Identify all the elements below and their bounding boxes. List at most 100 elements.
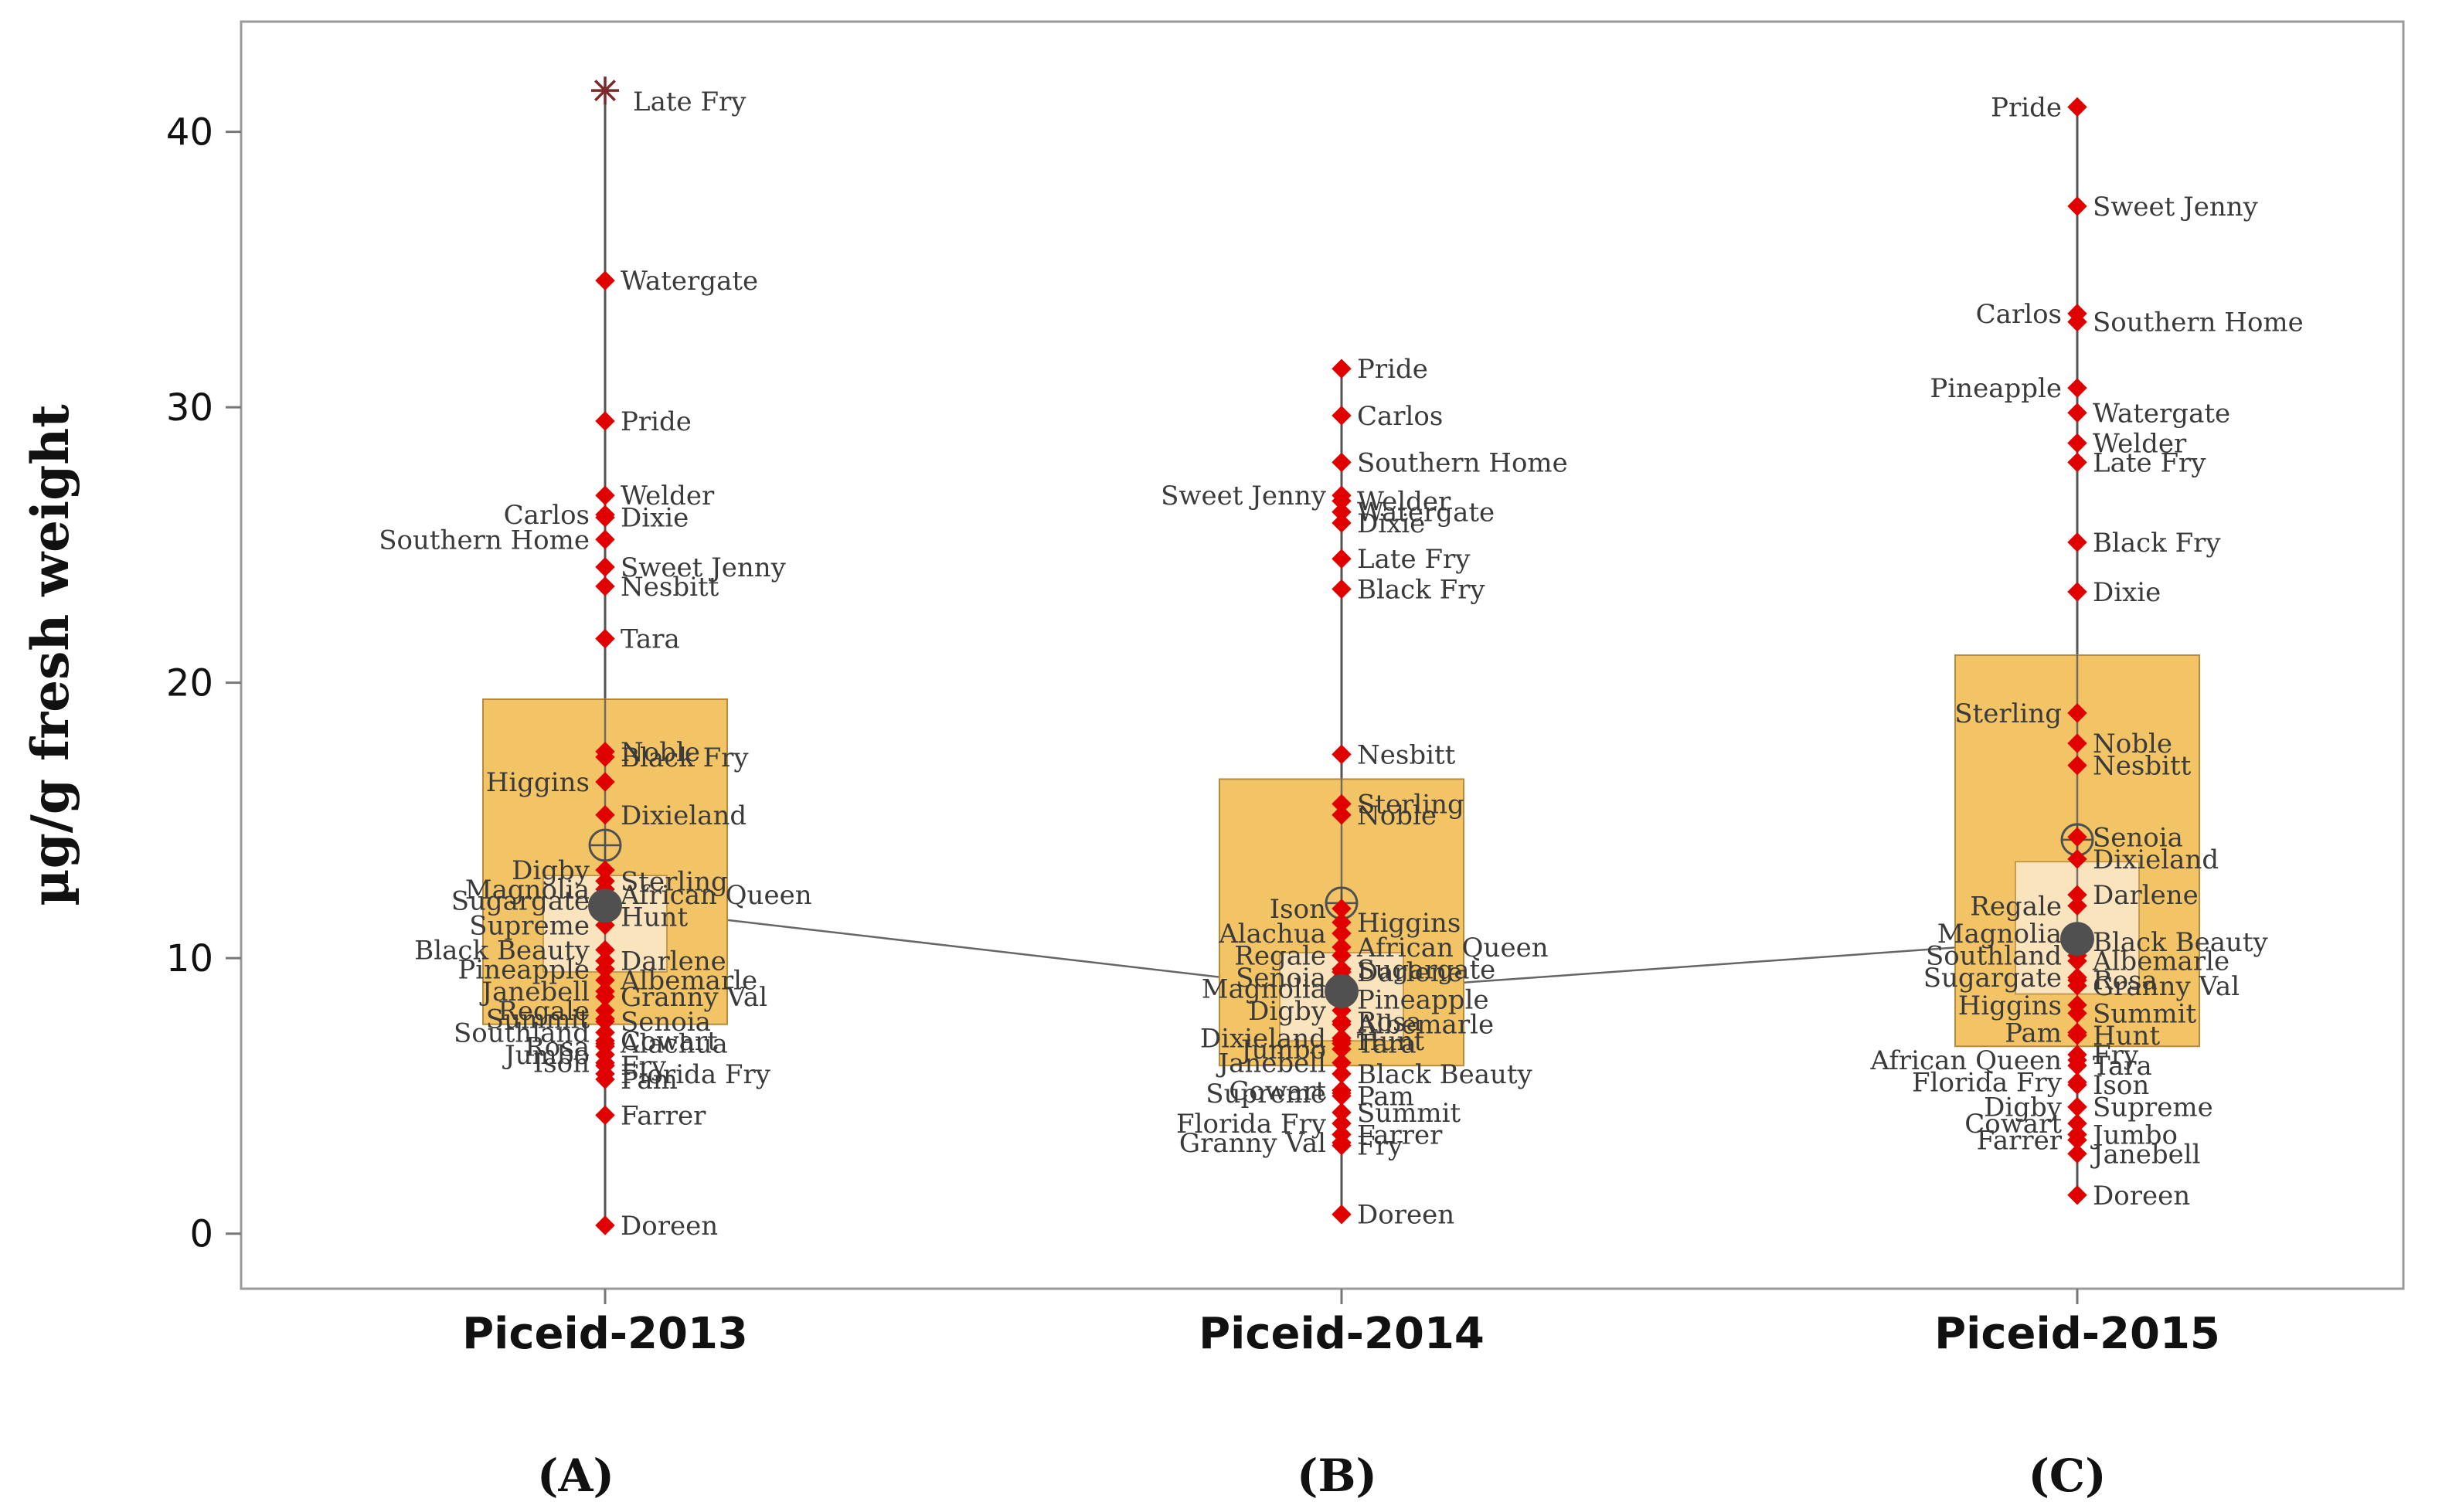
point-label: Black Beauty — [1357, 1059, 1533, 1090]
point-label: Supreme — [1206, 1079, 1326, 1109]
data-point — [595, 508, 615, 528]
point-label: Southern Home — [1357, 447, 1568, 478]
point-label: Sterling — [621, 866, 728, 897]
point-label: Southern Home — [2093, 307, 2304, 338]
data-point — [595, 557, 615, 577]
point-label: Southland — [454, 1018, 590, 1048]
point-label: Tara — [2093, 1051, 2152, 1082]
point-label: Sterling — [1954, 698, 2062, 729]
point-label: Hunt — [621, 902, 688, 933]
point-label: Pride — [1357, 354, 1428, 385]
point-label: Farrer — [1977, 1125, 2063, 1156]
y-tick-label: 0 — [189, 1213, 213, 1256]
point-label: Granny Val — [1179, 1128, 1326, 1159]
point-label: Noble — [1357, 800, 1437, 831]
point-label: Doreen — [2093, 1181, 2190, 1211]
y-tick-label: 20 — [166, 662, 213, 705]
point-label: Albemarle — [1356, 1010, 1494, 1041]
point-label: Rosa — [2093, 966, 2158, 997]
point-label: Dixie — [1357, 508, 1425, 539]
point-label: Rosa — [1357, 1007, 1422, 1038]
point-label: Carlos — [504, 500, 590, 531]
outlier-label: Late Fry — [633, 87, 747, 117]
point-label: Granny Val — [2093, 971, 2240, 1002]
point-label: Sugargate — [1923, 963, 2062, 994]
point-label: Fry — [2093, 1040, 2139, 1071]
y-tick-label: 30 — [166, 386, 213, 430]
point-label: Janebell — [479, 977, 590, 1007]
point-label: Sweet Jenny — [621, 552, 787, 583]
point-label: Carlos — [1976, 299, 2062, 330]
point-label: Florida Fry — [1176, 1109, 1327, 1140]
point-label: Tara — [621, 624, 680, 655]
point-label: Watergate — [2093, 398, 2230, 429]
data-point — [595, 411, 615, 431]
point-label: Granny Val — [621, 982, 767, 1013]
point-label: Southern Home — [379, 525, 590, 556]
point-label: Doreen — [1357, 1200, 1454, 1231]
point-label: Fry — [621, 1051, 667, 1082]
point-label: Higgins — [1958, 990, 2062, 1021]
data-point — [595, 772, 615, 792]
point-label: Sweet Jenny — [1161, 481, 1327, 511]
point-label: Pineapple — [1930, 373, 2062, 404]
point-label: Black Fry — [1357, 574, 1485, 605]
panel-label: (B) — [1297, 1449, 1377, 1502]
point-label: Welder — [1357, 486, 1451, 517]
point-label: Darlene — [1357, 957, 1463, 988]
point-label: Noble — [621, 737, 700, 768]
point-label: Sterling — [1357, 790, 1464, 821]
data-point — [595, 747, 615, 767]
panel-label: (A) — [537, 1449, 614, 1502]
point-label: Welder — [2093, 428, 2187, 459]
point-label: Magnolia — [465, 875, 590, 906]
point-label: Florida Fry — [1912, 1068, 2063, 1099]
point-label: Farrer — [621, 1100, 706, 1131]
point-label: Regale — [1234, 941, 1326, 972]
point-label: Pam — [621, 1065, 678, 1096]
point-label: Senoia — [2093, 822, 2183, 853]
point-label: Pineapple — [457, 954, 590, 985]
point-label: Regale — [498, 996, 590, 1027]
point-label: Doreen — [621, 1211, 718, 1242]
point-label: Watergate — [1357, 498, 1495, 528]
point-label: Florida Fry — [621, 1059, 771, 1090]
point-label: Sweet Jenny — [2093, 192, 2259, 223]
outlier-star — [594, 80, 616, 102]
point-label: Pam — [2005, 1018, 2062, 1048]
point-label: Black Beauty — [2093, 927, 2269, 958]
point-label: Pam — [1357, 1081, 1414, 1112]
point-label: Noble — [2093, 729, 2172, 759]
point-label: Farrer — [1357, 1120, 1443, 1150]
point-label: Digby — [512, 855, 590, 886]
point-label: Jumbo — [2090, 1120, 2178, 1150]
data-point — [595, 485, 615, 505]
point-label: Albemarle — [2092, 946, 2229, 977]
point-label: Summit — [2093, 998, 2197, 1029]
point-label: Black Fry — [621, 742, 749, 773]
point-label: Senoia — [1236, 963, 1326, 994]
point-label: Cowart — [1964, 1109, 2062, 1140]
point-label: Higgins — [1357, 908, 1461, 939]
point-label: Dixie — [2093, 577, 2161, 608]
point-label: Regale — [1970, 891, 2062, 922]
point-label: Ison — [1270, 894, 1326, 925]
point-label: Jumbo — [1239, 1035, 1326, 1065]
median-dot — [1325, 973, 1359, 1008]
point-label: Black Beauty — [414, 935, 590, 966]
point-label: Tara — [1357, 1029, 1417, 1060]
x-category-label: Piceid-2014 — [1199, 1309, 1485, 1359]
point-label: Pride — [1991, 93, 2062, 124]
point-label: Dixieland — [2093, 844, 2219, 875]
point-label: Janebell — [2090, 1139, 2201, 1170]
point-label: Summit — [1357, 1098, 1461, 1129]
point-label: African Queen — [1356, 933, 1549, 963]
median-dot — [2060, 922, 2094, 956]
point-label: Summit — [486, 1004, 590, 1035]
y-axis: 0 10 20 30 40 — [166, 111, 241, 1256]
point-label: Alachua — [620, 1029, 728, 1060]
y-tick-label: 10 — [166, 937, 213, 980]
point-label: Ison — [2093, 1070, 2149, 1101]
point-label: Sugargate — [451, 885, 590, 916]
point-label: Supreme — [2093, 1092, 2213, 1123]
